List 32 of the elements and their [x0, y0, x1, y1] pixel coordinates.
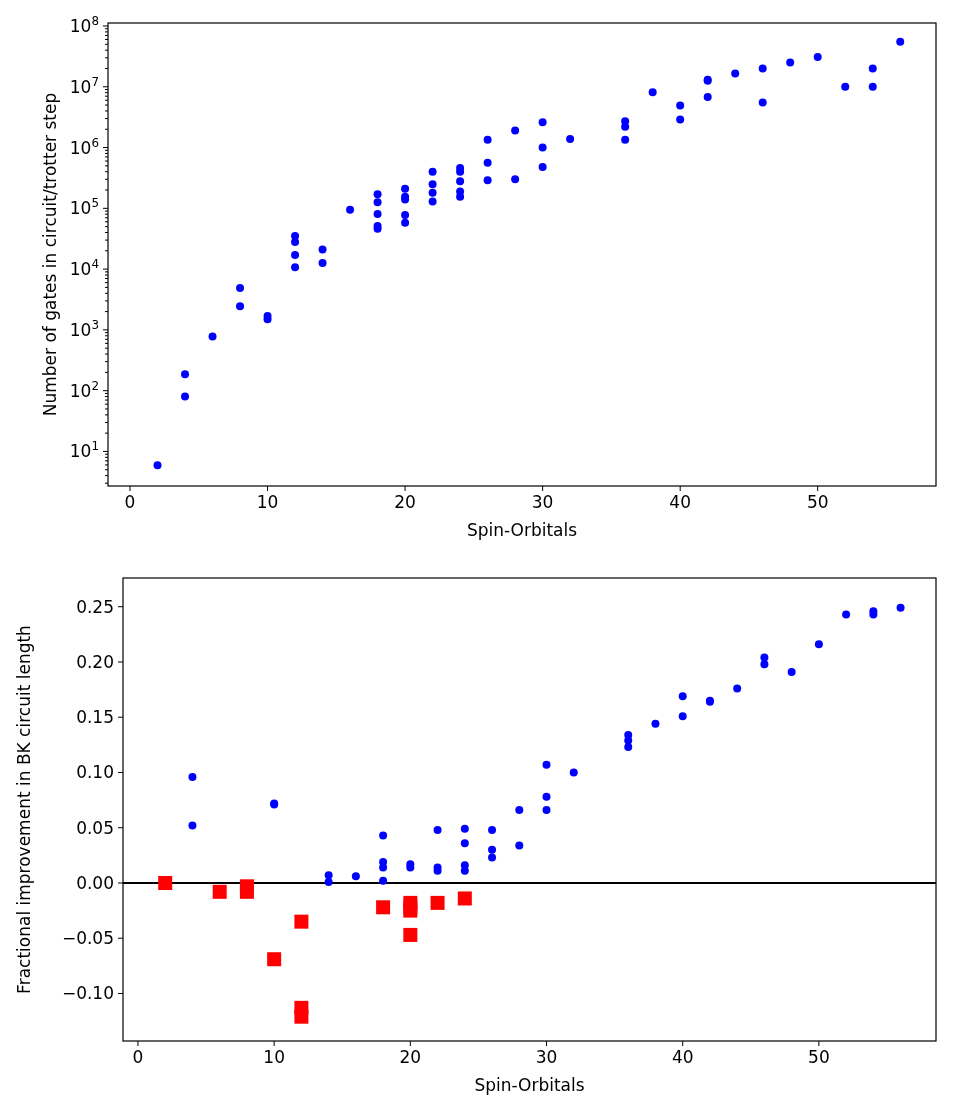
y-tick-label: 0.20: [76, 651, 114, 672]
x-tick-label: 0: [132, 1047, 144, 1067]
y-tick-label: 10$^{7}$: [69, 74, 99, 97]
y-axis-title: Fractional improvement in BK circuit length: [14, 625, 34, 994]
x-tick-label: 20: [399, 1047, 422, 1067]
y-axis-title: Number of gates in circuit/trotter step: [40, 92, 60, 417]
y-tick-label: 10$^{3}$: [69, 317, 99, 340]
x-tick-label: 50: [806, 492, 829, 512]
y-tick-label: 10$^{8}$: [69, 13, 99, 36]
x-tick-label: 10: [263, 1047, 285, 1067]
y-tick-label: 10$^{2}$: [69, 378, 99, 401]
x-tick-label: 30: [535, 1047, 558, 1067]
y-tick-label: 0.05: [76, 817, 114, 838]
x-tick-label: 40: [671, 1047, 694, 1067]
y-tick-label: 0.25: [76, 596, 114, 617]
y-tick-label: −0.10: [61, 983, 114, 1004]
x-axis-title: Spin-Orbitals: [466, 520, 578, 540]
y-tick-label: −0.05: [61, 928, 114, 949]
y-tick-label: 10$^{5}$: [69, 196, 99, 219]
x-tick-label: 20: [394, 492, 416, 512]
y-tick-label: 10$^{6}$: [69, 135, 99, 158]
x-tick-label: 10: [256, 492, 279, 512]
x-tick-label: 30: [531, 492, 554, 512]
y-tick-label: 10$^{4}$: [69, 257, 99, 280]
x-tick-label: 50: [808, 1047, 830, 1067]
y-tick-label: 0.00: [76, 872, 114, 893]
x-tick-label: 0: [124, 492, 136, 512]
x-axis-title: Spin-Orbitals: [474, 1075, 585, 1095]
y-tick-label: 0.15: [76, 707, 114, 728]
x-tick-label: 40: [669, 492, 691, 512]
y-tick-label: 10$^{1}$: [69, 439, 99, 462]
y-tick-label: 0.10: [76, 762, 114, 783]
